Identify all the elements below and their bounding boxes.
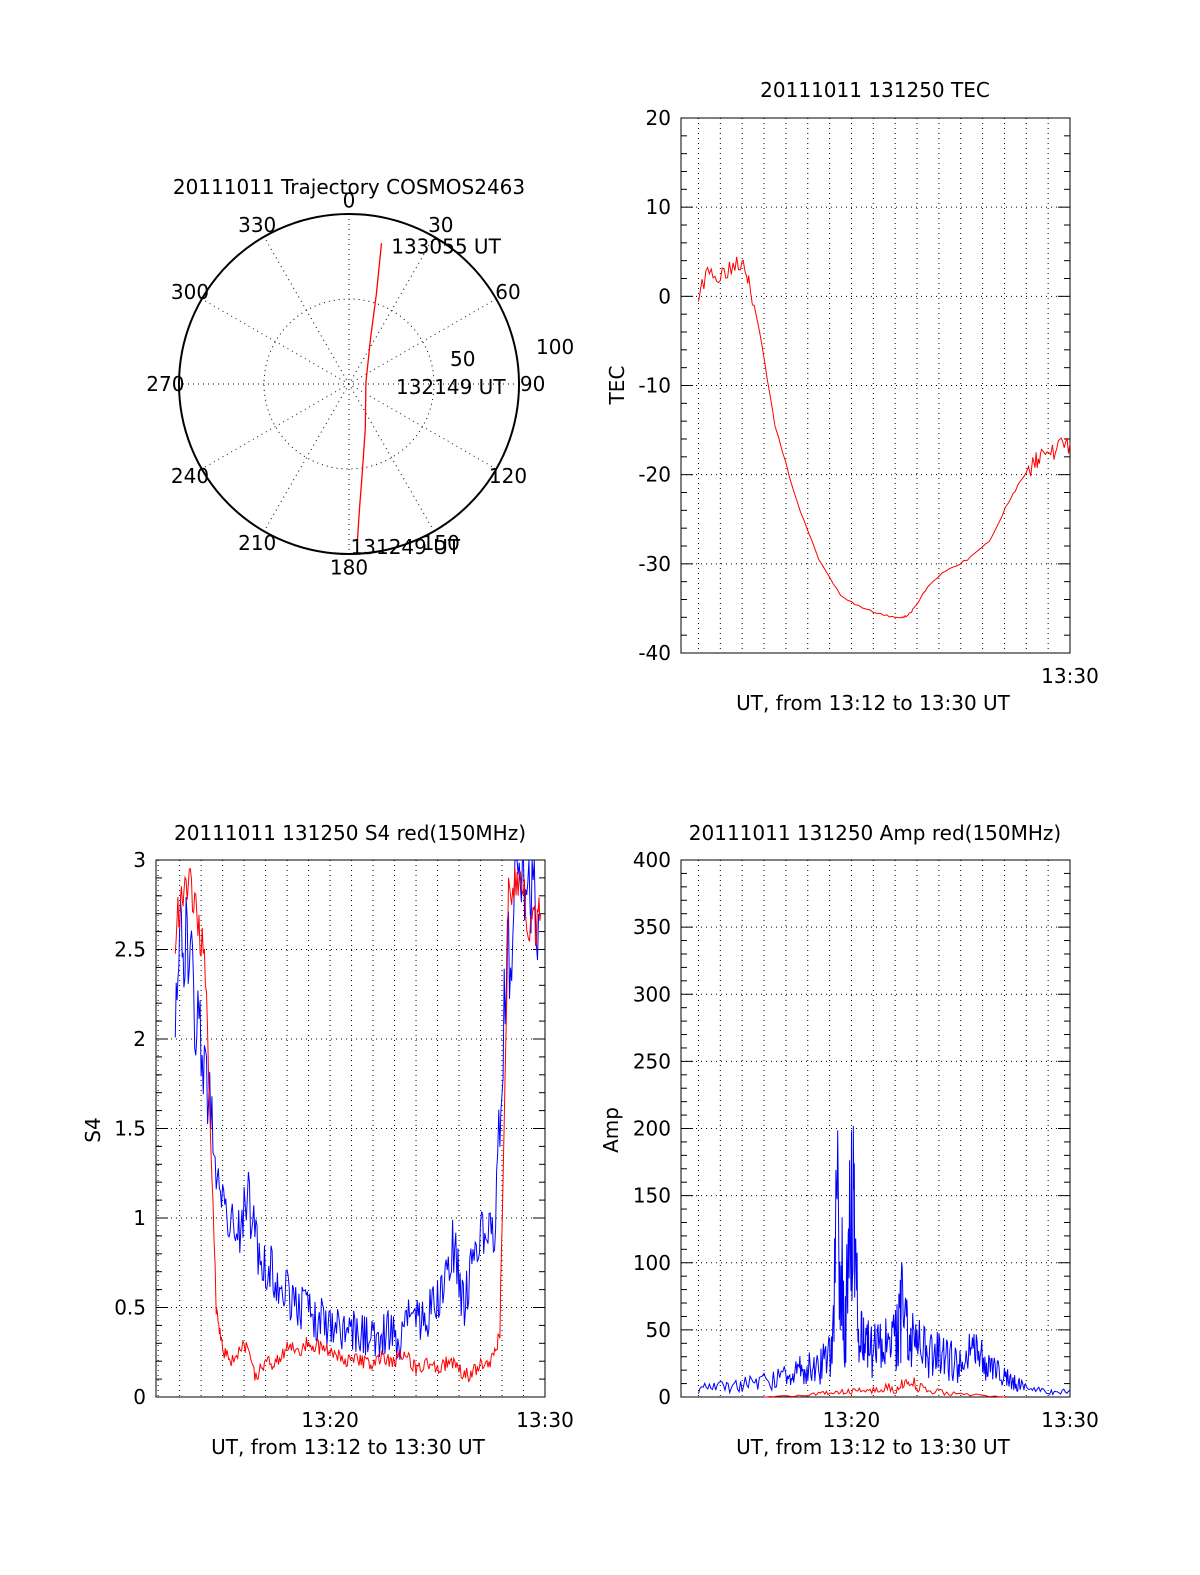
polar-title: 20111011 Trajectory COSMOS2463 [173, 175, 525, 199]
s4-x-ticks: 13:20 13:30 [301, 1408, 574, 1432]
y-tick-label: 300 [633, 982, 671, 1006]
polar-azimuth-label: 0 [343, 188, 356, 212]
y-tick-label: 0 [658, 284, 671, 308]
amp-title: 20111011 131250 Amp red(150MHz) [689, 821, 1061, 845]
amp-xlabel: UT, from 13:12 to 13:30 UT [736, 1435, 1011, 1459]
y-tick-label: 50 [646, 1318, 671, 1342]
polar-azimuth-label: 120 [489, 464, 527, 488]
y-tick-label: 0.5 [114, 1296, 146, 1320]
x-tick-label: 13:20 [823, 1408, 881, 1432]
amp-ylabel: Amp [599, 1107, 623, 1153]
y-tick-label: -30 [638, 552, 671, 576]
polar-azimuth-label: 330 [238, 213, 276, 237]
amp-x-ticks: 13:20 13:30 [823, 1408, 1099, 1432]
y-tick-label: 2 [133, 1027, 146, 1051]
polar-trajectory-plot: 20111011 Trajectory COSMOS2463 0 30 60 90 12… [146, 175, 574, 580]
polar-annotations: 133055 UT 132149 UT 131249 UT [351, 235, 507, 559]
y-tick-label: 1 [133, 1206, 146, 1230]
polar-radial-label-100: 100 [536, 335, 574, 359]
y-tick-label: 2.5 [114, 938, 146, 962]
polar-azimuth-label: 30 [428, 213, 453, 237]
amp-y-ticks: 0 50 100 150 200 250 300 350 400 [633, 848, 1070, 1409]
s4-plot: 20111011 131250 S4 red(150MHz) 0 0.5 1 1.5 2… [81, 821, 574, 1459]
polar-azimuth-label: 60 [495, 280, 520, 304]
s4-title: 20111011 131250 S4 red(150MHz) [174, 821, 526, 845]
polar-spoke [263, 236, 435, 532]
s4-ylabel: S4 [81, 1117, 105, 1142]
s4-series-red [174, 867, 542, 1383]
y-tick-label: -10 [638, 374, 671, 398]
y-tick-label: 200 [633, 1117, 671, 1141]
tec-plot: 20111011 131250 TEC -40 -30 -20 -10 0 10 20 13… [605, 78, 1099, 715]
y-tick-label: 20 [646, 106, 671, 130]
y-tick-label: 150 [633, 1184, 671, 1208]
polar-time-annotation: 133055 UT [391, 235, 501, 259]
polar-trajectory-line [356, 243, 383, 542]
y-tick-label: 250 [633, 1049, 671, 1073]
polar-azimuth-label: 180 [330, 556, 368, 580]
tec-title: 20111011 131250 TEC [760, 78, 990, 102]
polar-azimuth-labels: 0 30 60 90 120 150 180 210 240 270 300 330 [146, 188, 545, 579]
s4-series-blue [174, 859, 540, 1360]
polar-azimuth-label: 300 [171, 280, 209, 304]
x-tick-label: 13:30 [516, 1408, 574, 1432]
amp-grid [681, 859, 1070, 1398]
y-tick-label: -20 [638, 463, 671, 487]
tec-xlabel: UT, from 13:12 to 13:30 UT [736, 691, 1011, 715]
tec-ylabel: TEC [605, 366, 629, 406]
s4-xlabel: UT, from 13:12 to 13:30 UT [211, 1435, 486, 1459]
tec-series-red [698, 256, 1071, 619]
polar-radial-label-50: 50 [450, 347, 475, 371]
tec-grid [681, 117, 1070, 654]
x-tick-label: 13:30 [1041, 1408, 1099, 1432]
s4-grid [156, 859, 545, 1398]
s4-series [174, 859, 542, 1383]
s4-y-ticks: 0 0.5 1 1.5 2 2.5 3 [114, 848, 545, 1409]
y-tick-label: 100 [633, 1251, 671, 1275]
tec-series [698, 256, 1071, 619]
amp-series-blue [698, 1125, 1071, 1396]
polar-time-annotation: 132149 UT [396, 375, 506, 399]
amp-plot: 20111011 131250 Amp red(150MHz) 0 50 100 15… [599, 821, 1099, 1459]
polar-azimuth-label: 90 [520, 372, 545, 396]
y-tick-label: -40 [638, 641, 671, 665]
y-tick-label: 10 [646, 195, 671, 219]
y-tick-label: 400 [633, 848, 671, 872]
tec-x-ticks: 13:30 [1041, 664, 1099, 688]
y-tick-label: 3 [133, 848, 146, 872]
polar-azimuth-label: 240 [171, 464, 209, 488]
polar-spokes [179, 214, 519, 554]
y-tick-label: 0 [658, 1385, 671, 1409]
x-tick-label: 13:30 [1041, 664, 1099, 688]
polar-time-annotation: 131249 UT [351, 535, 461, 559]
polar-azimuth-label: 210 [238, 531, 276, 555]
polar-azimuth-label: 150 [422, 531, 460, 555]
amp-series-red [763, 1377, 1005, 1398]
y-tick-label: 350 [633, 915, 671, 939]
x-tick-label: 13:20 [301, 1408, 359, 1432]
y-tick-label: 1.5 [114, 1117, 146, 1141]
polar-azimuth-label: 270 [146, 372, 184, 396]
amp-series [698, 1125, 1071, 1398]
tec-y-ticks: -40 -30 -20 -10 0 10 20 [638, 106, 1070, 665]
y-tick-label: 0 [133, 1385, 146, 1409]
